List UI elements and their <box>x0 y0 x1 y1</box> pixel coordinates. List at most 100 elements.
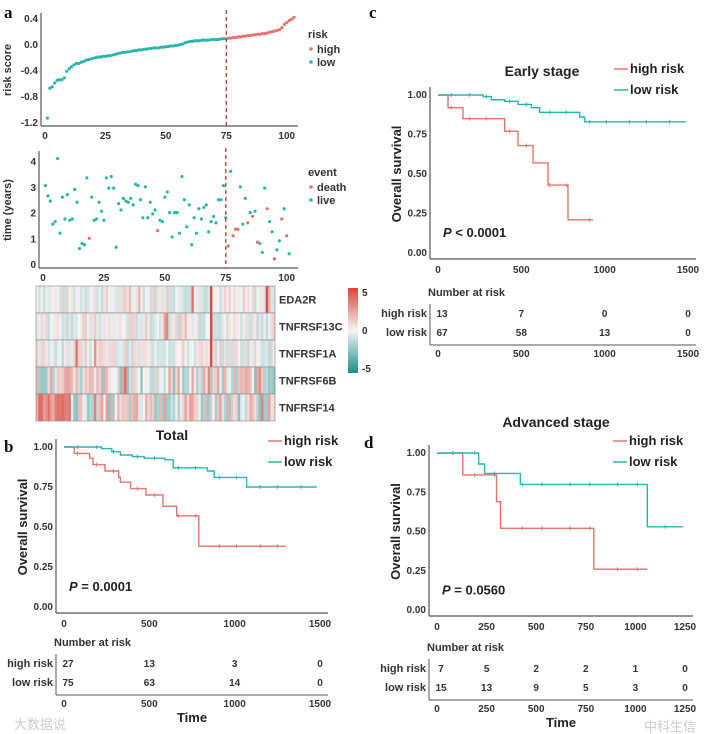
heatmap-cell <box>152 340 155 367</box>
heatmap-cell <box>230 286 234 313</box>
data-point <box>272 257 277 261</box>
heatmap-cell <box>258 313 262 340</box>
heatmap-cell <box>214 394 218 421</box>
heatmap-cell <box>196 313 199 340</box>
heatmap-cell <box>156 286 160 313</box>
heatmap-cell <box>135 394 139 421</box>
y-tick-label: 1.00 <box>408 90 428 101</box>
risk-table-value: 58 <box>516 328 528 339</box>
heatmap-cell <box>219 394 222 421</box>
heatmap-cell <box>219 340 222 367</box>
heatmap-cell <box>42 286 46 313</box>
heatmap-cell <box>258 286 262 313</box>
data-point <box>60 195 65 199</box>
heatmap-cell <box>77 367 81 394</box>
heatmap-cell <box>152 286 155 313</box>
heatmap-cell <box>80 367 83 394</box>
heatmap-cell <box>145 367 148 394</box>
heatmap-cell <box>244 340 248 367</box>
x-tick-label: 50 <box>160 131 172 142</box>
heatmap-cell <box>196 394 199 421</box>
heatmap-cell <box>261 286 264 313</box>
heatmap-cell <box>226 367 229 394</box>
risk-table-value: 0 <box>685 328 691 339</box>
heatmap-cell <box>98 286 102 313</box>
heatmap-cell <box>156 313 160 340</box>
heatmap-cell <box>94 313 97 340</box>
heatmap-cell <box>126 394 130 421</box>
heatmap-cell <box>96 367 99 394</box>
heatmap-cell <box>42 340 46 367</box>
p-value: P = 0.0001 <box>69 579 132 594</box>
heatmap-cell <box>98 367 102 394</box>
heatmap-cell <box>235 340 239 367</box>
heatmap-cell <box>172 286 176 313</box>
data-point <box>193 39 197 43</box>
heatmap-cell <box>263 340 267 367</box>
heatmap-cell <box>131 394 134 421</box>
heatmap-cell <box>87 394 90 421</box>
risk-table-row-label: low risk <box>385 682 427 694</box>
legend-item: low risk <box>284 454 333 469</box>
heatmap-cell <box>49 340 53 367</box>
data-point <box>282 22 286 27</box>
heatmap-cell <box>107 367 111 394</box>
heatmap-cell <box>254 367 257 394</box>
data-point <box>199 217 203 221</box>
heatmap-cell <box>154 340 157 367</box>
heatmap-cell <box>140 394 144 421</box>
heatmap-cell <box>207 313 211 340</box>
heatmap-cell <box>242 367 246 394</box>
heatmap-cell <box>112 340 116 367</box>
heatmap-cell <box>138 367 141 394</box>
data-point <box>82 59 86 64</box>
heatmap-cell <box>110 286 113 313</box>
heatmap-cell <box>272 286 276 313</box>
heatmap-cell <box>272 340 276 367</box>
chart-title: Total <box>156 427 188 443</box>
heatmap-cell <box>121 286 125 313</box>
data-point <box>268 219 272 224</box>
watermark-left: 大数据说 <box>14 717 66 732</box>
heatmap-cell <box>244 394 248 421</box>
data-point <box>161 45 166 49</box>
colorbar-tick-label: 0 <box>362 326 368 337</box>
heatmap-cell <box>265 394 269 421</box>
heatmap-cell <box>36 367 39 394</box>
data-point <box>194 231 199 235</box>
heatmap-cell <box>94 394 97 421</box>
data-point <box>227 36 231 40</box>
heatmap-cell <box>198 394 202 421</box>
heatmap-cell <box>237 340 241 367</box>
heatmap-cell <box>73 340 76 367</box>
heatmap-cell <box>193 340 197 367</box>
heatmap-cell <box>212 367 215 394</box>
heatmap-cell <box>221 286 225 313</box>
data-point <box>280 217 284 221</box>
data-point <box>246 33 250 38</box>
data-point <box>96 55 100 59</box>
data-point <box>209 219 213 224</box>
heatmap-cell <box>165 367 169 394</box>
heatmap-cell <box>161 313 164 340</box>
heatmap-cell <box>214 286 218 313</box>
heatmap-cell <box>135 313 139 340</box>
heatmap-cell <box>49 313 53 340</box>
heatmap-cell <box>235 367 239 394</box>
risk-table-value: 75 <box>62 678 74 689</box>
heatmap-cell <box>142 340 146 367</box>
data-point <box>256 32 260 36</box>
heatmap-cell <box>56 313 60 340</box>
heatmap-cell <box>112 394 116 421</box>
heatmap-cell <box>75 394 79 421</box>
heatmap-cell <box>61 340 65 367</box>
data-point <box>229 169 233 174</box>
colorbar-tick-label: -5 <box>362 364 371 375</box>
heatmap-cell <box>242 394 246 421</box>
heatmap-cell <box>219 286 222 313</box>
data-point <box>186 40 190 44</box>
heatmap-cell <box>45 286 48 313</box>
heatmap-cell <box>98 394 102 421</box>
heatmap-cell <box>124 394 127 421</box>
data-point <box>68 218 72 222</box>
